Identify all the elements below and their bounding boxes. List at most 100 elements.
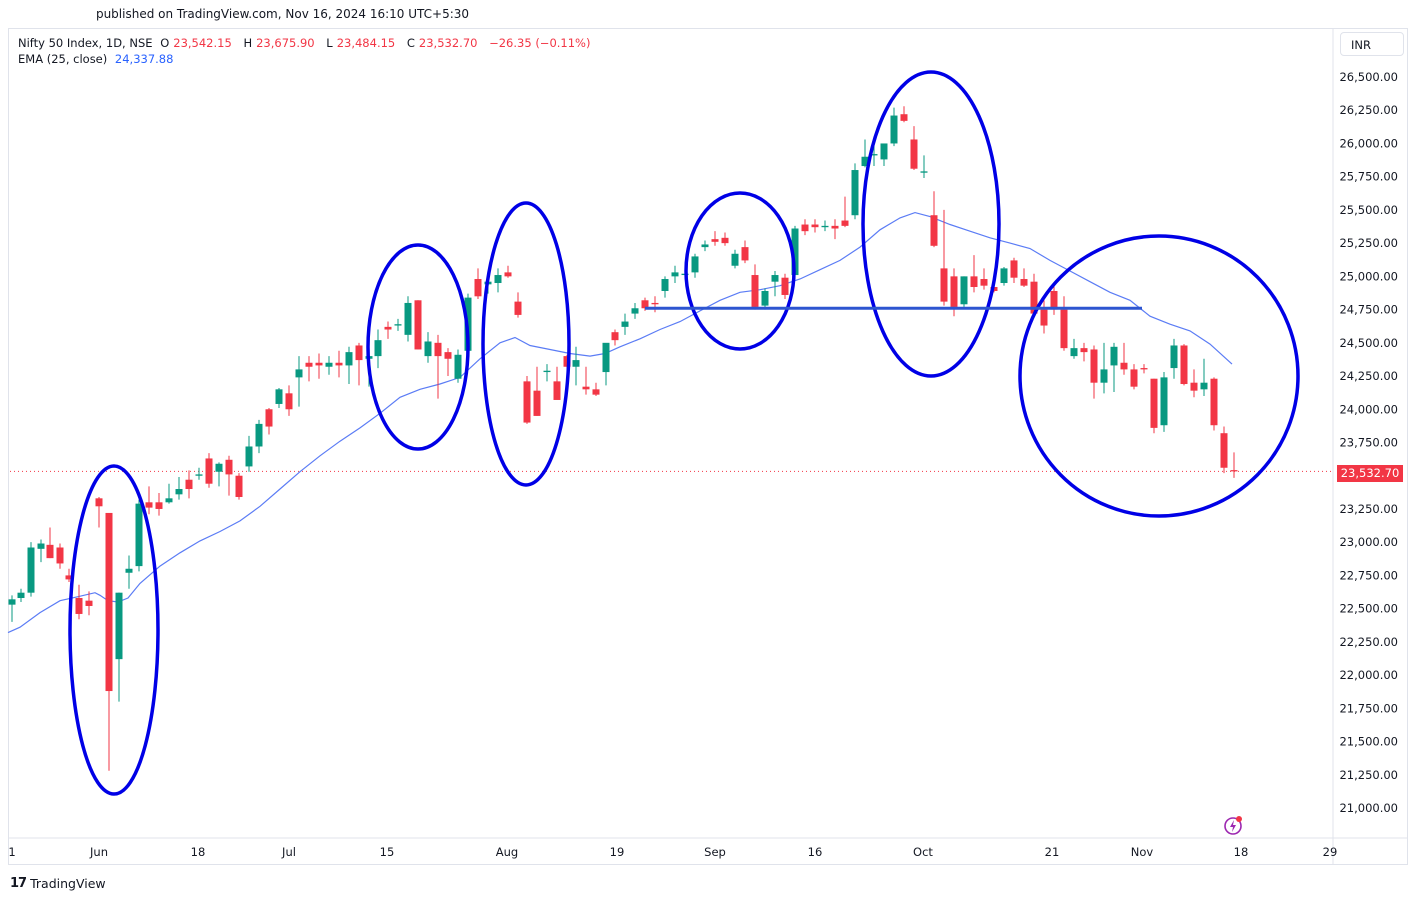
candle	[95, 496, 103, 528]
candle	[125, 555, 133, 589]
candle	[691, 253, 699, 278]
currency-button[interactable]: INR	[1340, 32, 1404, 56]
candle	[631, 302, 639, 319]
price-tick: 26,500.00	[1339, 70, 1398, 84]
symbol-title[interactable]: Nifty 50 Index, 1D, NSE	[18, 36, 153, 50]
candle	[751, 264, 759, 310]
candle	[741, 240, 749, 264]
time-axis[interactable]: 1 Jun 18 Jul 15 Aug 19 Sep 16 Oct 21 Nov 18 29	[8, 845, 1337, 859]
time-tick: Oct	[913, 845, 933, 859]
candle	[1130, 364, 1138, 390]
candle	[851, 163, 859, 220]
price-tick: 23,250.00	[1339, 502, 1398, 516]
candles	[8, 106, 1238, 771]
candle	[225, 455, 233, 496]
low-value: 23,484.15	[336, 36, 396, 50]
price-tick: 22,000.00	[1339, 668, 1398, 682]
time-tick: 18	[191, 845, 206, 859]
candle	[1100, 342, 1108, 394]
ema-label[interactable]: EMA (25, close)	[18, 52, 108, 66]
candle	[533, 366, 541, 416]
candle	[900, 106, 908, 123]
candle	[890, 107, 898, 147]
published-note: published on TradingView.com, Nov 16, 20…	[95, 7, 470, 21]
ema-row: EMA (25, close) 24,337.88	[18, 51, 594, 67]
annotation-ellipse[interactable]	[1018, 234, 1300, 518]
candle	[305, 356, 313, 382]
annotation-ellipse[interactable]	[481, 201, 571, 487]
candle	[474, 268, 482, 299]
price-tick: 26,250.00	[1339, 103, 1398, 117]
candle	[861, 139, 869, 168]
candle	[75, 584, 83, 620]
price-tick: 24,750.00	[1339, 303, 1398, 317]
candle	[801, 219, 809, 236]
candle	[165, 483, 173, 504]
candle	[621, 313, 629, 335]
price-tick: 22,500.00	[1339, 602, 1398, 616]
price-tick: 22,250.00	[1339, 635, 1398, 649]
candle	[920, 155, 928, 179]
time-tick: 16	[808, 845, 823, 859]
lightning-icon[interactable]	[1222, 814, 1244, 836]
last-price-tag: 23,532.70	[1337, 465, 1403, 482]
candle	[880, 143, 888, 167]
candle	[295, 356, 303, 407]
candle	[611, 329, 619, 346]
annotation-ellipse[interactable]	[68, 464, 160, 796]
candle	[811, 219, 819, 233]
candle	[592, 382, 600, 396]
chart-legend: Nifty 50 Index, 1D, NSE O 23,542.15 H 23,6…	[18, 35, 594, 67]
price-tick: 24,000.00	[1339, 402, 1398, 416]
price-axis[interactable]: 26,500.00 26,250.00 26,000.00 25,750.00 25,5…	[1339, 70, 1398, 815]
candle	[205, 453, 213, 488]
candle	[731, 249, 739, 269]
time-tick: 29	[1323, 845, 1338, 859]
candle	[85, 591, 93, 616]
tradingview-logo-icon: 17	[10, 876, 27, 891]
candle	[711, 231, 719, 246]
annotation-ellipse[interactable]	[366, 243, 470, 451]
brand-name: TradingView	[30, 876, 106, 891]
candle	[701, 240, 709, 252]
price-tick: 24,250.00	[1339, 369, 1398, 383]
time-tick: 15	[380, 845, 395, 859]
drawn-annotations[interactable]	[68, 70, 1300, 796]
price-tick: 25,250.00	[1339, 236, 1398, 250]
candle	[514, 292, 522, 318]
candle	[105, 512, 113, 771]
annotation-ellipse[interactable]	[861, 70, 1001, 378]
price-tick: 21,750.00	[1339, 701, 1398, 715]
candle	[454, 349, 462, 383]
low-label: L	[326, 36, 333, 50]
candle	[1150, 378, 1158, 434]
ema-value: 24,337.88	[114, 52, 174, 66]
candle	[1180, 344, 1188, 386]
time-tick: Nov	[1131, 845, 1154, 859]
candle	[572, 346, 580, 386]
candle	[1010, 257, 1018, 284]
candle	[384, 321, 392, 339]
candle	[17, 588, 25, 602]
candle	[1000, 267, 1008, 286]
candle	[1170, 338, 1178, 379]
candle	[1060, 296, 1068, 351]
candle	[910, 126, 918, 171]
candle	[1210, 377, 1218, 431]
footer-brand: 17 TradingView	[10, 876, 106, 891]
candle	[275, 388, 283, 408]
candle	[285, 385, 293, 416]
candle	[1110, 342, 1118, 392]
time-tick: Jul	[281, 845, 296, 859]
candle	[444, 348, 452, 377]
annotation-ellipse[interactable]	[684, 191, 796, 351]
price-tick: 26,000.00	[1339, 136, 1398, 150]
candle	[504, 265, 512, 278]
price-tick: 25,750.00	[1339, 170, 1398, 184]
candle	[970, 255, 978, 293]
price-tick: 25,500.00	[1339, 203, 1398, 217]
candle	[930, 191, 938, 248]
candle	[1090, 345, 1098, 399]
candle	[841, 196, 849, 228]
